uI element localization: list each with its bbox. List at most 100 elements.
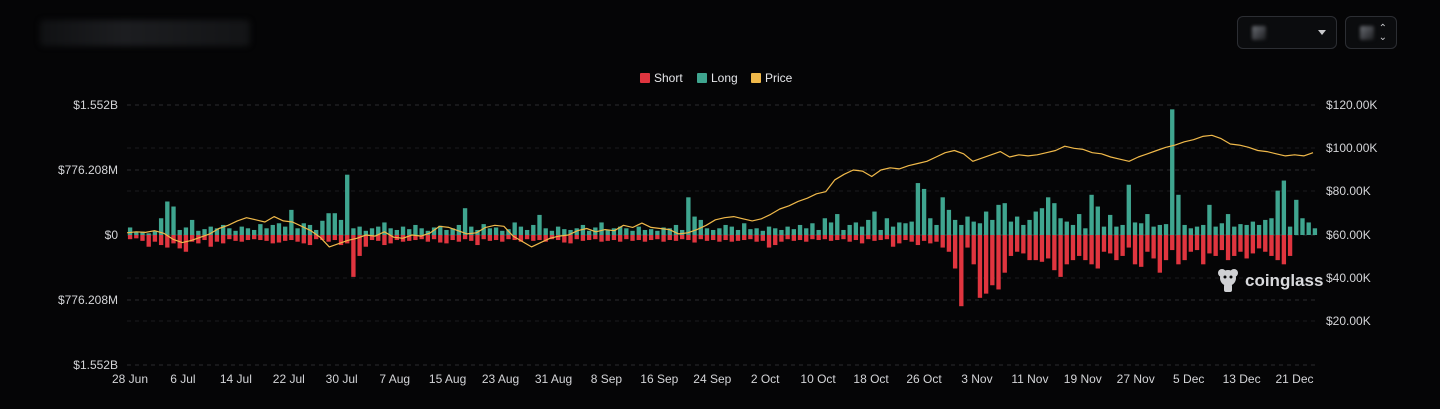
long-bar	[283, 226, 288, 235]
short-bar	[742, 235, 747, 241]
right-tick-label: $60.00K	[1326, 228, 1371, 242]
long-bar	[686, 197, 691, 235]
short-bar	[816, 235, 821, 241]
long-bar	[227, 228, 232, 235]
long-bar	[667, 228, 672, 235]
short-bar	[748, 235, 753, 240]
long-bar	[177, 229, 182, 235]
short-bar	[1219, 235, 1225, 251]
short-bar	[686, 235, 691, 241]
short-bar	[574, 235, 579, 240]
long-bar	[407, 229, 412, 235]
long-bar	[165, 201, 170, 235]
long-bar	[239, 226, 244, 235]
long-bar	[549, 230, 555, 235]
long-bar	[1126, 184, 1131, 235]
long-bar	[1101, 226, 1107, 235]
short-bar	[506, 235, 511, 240]
long-bar	[1039, 208, 1045, 235]
short-bar	[804, 235, 809, 242]
short-bar	[773, 235, 778, 246]
short-bar	[884, 235, 890, 240]
short-bar	[1225, 235, 1231, 261]
short-bar	[475, 235, 480, 246]
x-tick-label: 5 Dec	[1173, 372, 1204, 386]
long-bar	[1114, 226, 1119, 235]
long-bar	[717, 228, 722, 235]
short-bar	[500, 235, 505, 242]
short-bar	[1132, 235, 1138, 265]
short-bar	[692, 235, 697, 243]
long-bar	[921, 188, 927, 235]
long-bar	[512, 222, 517, 235]
chevron-down-icon	[1318, 30, 1326, 35]
x-tick-label: 19 Nov	[1064, 372, 1102, 386]
grid-lines	[127, 104, 1318, 366]
short-bar	[1045, 235, 1051, 259]
short-bar	[1120, 235, 1125, 256]
short-bar	[1064, 235, 1069, 265]
short-bar	[251, 235, 257, 240]
long-bar	[543, 228, 548, 235]
long-bar	[1064, 221, 1069, 235]
short-bar	[270, 235, 275, 244]
coin-select[interactable]: ⌃ ⌄	[1345, 16, 1397, 49]
long-bar	[369, 228, 375, 235]
long-bar	[431, 227, 437, 235]
short-bar	[549, 235, 555, 240]
short-bar	[456, 235, 462, 242]
long-bar	[189, 219, 195, 235]
short-bar	[1114, 235, 1119, 261]
short-bar	[214, 235, 220, 242]
long-bar	[1163, 224, 1169, 235]
long-bar	[1306, 222, 1311, 235]
long-bar	[636, 226, 641, 235]
x-tick-label: 23 Aug	[482, 372, 519, 386]
long-bar	[413, 224, 418, 235]
short-bar	[1039, 235, 1045, 262]
long-bar	[1300, 218, 1305, 235]
left-tick-label: $776.208M	[58, 163, 118, 177]
long-bar	[264, 228, 269, 235]
right-axis: $120.00K $100.00K $80.00K $60.00K $40.00K $20…	[1326, 98, 1377, 328]
long-bar	[977, 223, 983, 235]
short-bar	[915, 235, 921, 246]
long-bar	[1170, 109, 1175, 235]
x-tick-label: 15 Aug	[429, 372, 466, 386]
short-bar	[797, 235, 803, 241]
short-bar	[289, 235, 294, 241]
long-bar	[946, 209, 952, 235]
long-bar	[952, 219, 958, 235]
x-axis: 28 Jun 6 Jul 14 Jul 22 Jul 30 Jul 7 Aug 15 Aug…	[112, 372, 1314, 386]
interval-select[interactable]	[1237, 16, 1337, 49]
long-bar	[481, 224, 486, 235]
long-bar	[1219, 223, 1225, 235]
long-bar	[1083, 228, 1088, 235]
long-bar	[314, 229, 319, 235]
long-bar	[1207, 204, 1212, 235]
short-bar	[376, 235, 381, 241]
short-bar	[189, 235, 195, 242]
short-bar	[1151, 235, 1156, 259]
long-bar	[134, 232, 139, 235]
right-tick-label: $80.00K	[1326, 184, 1371, 198]
short-bar	[1077, 235, 1082, 256]
short-bar	[909, 235, 914, 242]
long-bar	[214, 228, 220, 235]
long-bar	[1256, 224, 1262, 235]
long-bar	[382, 222, 387, 235]
long-bar	[1232, 226, 1237, 235]
short-bar	[134, 235, 139, 239]
long-bar	[791, 229, 796, 235]
long-bar	[959, 224, 964, 235]
long-bar	[1145, 214, 1150, 235]
long-bar	[822, 218, 828, 235]
short-bar	[332, 235, 337, 241]
long-bar	[847, 224, 852, 235]
short-bar	[531, 235, 536, 241]
short-bar	[314, 235, 319, 240]
long-bar	[500, 230, 505, 235]
x-tick-label: 7 Aug	[379, 372, 410, 386]
short-bar	[1256, 235, 1262, 249]
long-bar	[196, 230, 201, 235]
